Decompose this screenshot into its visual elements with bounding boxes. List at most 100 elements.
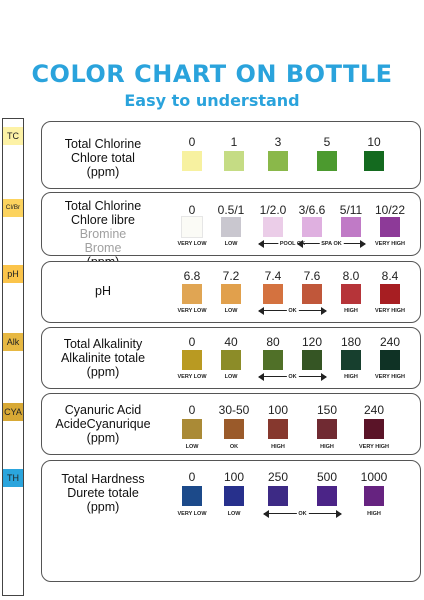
reading-value: 100 bbox=[267, 403, 289, 417]
color-swatch bbox=[364, 419, 384, 439]
range-tag: HIGH bbox=[344, 374, 358, 380]
color-swatch bbox=[263, 350, 283, 370]
arrow-left-icon bbox=[258, 307, 264, 315]
arrow-right-icon bbox=[336, 510, 342, 518]
range-tag: HIGH bbox=[367, 511, 381, 517]
color-swatch bbox=[181, 216, 203, 238]
range-arrow: OK bbox=[258, 373, 327, 381]
range-tag: VERY LOW bbox=[177, 511, 207, 517]
range-tag: LOW bbox=[224, 241, 238, 247]
color-swatch bbox=[224, 419, 244, 439]
reading-value: 3 bbox=[274, 135, 282, 149]
reading-value: 5/11 bbox=[339, 203, 363, 217]
color-swatch bbox=[182, 284, 202, 304]
color-swatch bbox=[380, 350, 400, 370]
strip-pad-alk: Alk bbox=[3, 333, 23, 351]
reading-value: 0 bbox=[188, 135, 196, 149]
row-label-line: Cyanuric Acid bbox=[64, 403, 142, 417]
reading-value: 8.0 bbox=[342, 269, 360, 283]
color-swatch bbox=[341, 350, 361, 370]
arrow-right-icon bbox=[360, 240, 366, 248]
color-swatch bbox=[302, 217, 322, 237]
color-swatch bbox=[364, 151, 384, 171]
reading-value: 120 bbox=[301, 335, 323, 349]
color-swatch bbox=[268, 151, 288, 171]
arrow-label: SPA OK bbox=[319, 240, 344, 248]
reading-value: 30-50 bbox=[218, 403, 250, 417]
reading-value: 1000 bbox=[360, 470, 388, 484]
reading-value: 1/2.0 bbox=[259, 203, 287, 217]
arrow-label: POOL OK bbox=[277, 240, 308, 248]
range-tag: LOW bbox=[224, 308, 238, 314]
color-swatch bbox=[302, 284, 322, 304]
color-swatch bbox=[221, 217, 241, 237]
strip-pad-cya: CYA bbox=[3, 403, 23, 421]
row-label-line: pH bbox=[95, 284, 111, 298]
color-swatch bbox=[182, 350, 202, 370]
row-label-line: Chlore total bbox=[71, 151, 135, 165]
color-swatch bbox=[182, 151, 202, 171]
color-swatch bbox=[263, 284, 283, 304]
row-label: Total Chlorine Chlore total (ppm) bbox=[42, 137, 164, 179]
color-swatch bbox=[364, 486, 384, 506]
color-swatch bbox=[182, 419, 202, 439]
reading-value: 180 bbox=[340, 335, 362, 349]
strip-pad-ph: pH bbox=[3, 265, 23, 283]
range-tag: VERY HIGH bbox=[359, 444, 389, 450]
chart-row-cya: Cyanuric Acid AcideCyanurique (ppm) 0 LOW 30-… bbox=[41, 393, 421, 455]
chart-row-ph: pH 6.8 VERY LOW 7.2 LOW 7.4 7.6 8.0 HIGH 8.4 VERY … bbox=[41, 261, 421, 323]
row-label-secondary: Brome bbox=[84, 241, 122, 255]
reading-value: 10/22 bbox=[374, 203, 406, 217]
reading-value: 7.6 bbox=[303, 269, 321, 283]
strip-pad-th: TH bbox=[3, 469, 23, 487]
strip-pad-tc: TC bbox=[3, 127, 23, 145]
range-arrow: OK bbox=[258, 307, 327, 315]
row-label: Cyanuric Acid AcideCyanurique (ppm) bbox=[42, 403, 164, 445]
row-label-secondary: Bromine bbox=[79, 227, 127, 241]
reading-value: 10 bbox=[367, 135, 381, 149]
range-tag: VERY HIGH bbox=[375, 374, 405, 380]
color-swatch bbox=[221, 284, 241, 304]
reading-value: 5 bbox=[323, 135, 331, 149]
row-label-line: Alkalinite totale bbox=[60, 351, 146, 365]
reading-value: 250 bbox=[267, 470, 289, 484]
row-label: Total Hardness Durete totale (ppm) bbox=[42, 472, 164, 514]
arrow-right-icon bbox=[321, 373, 327, 381]
color-swatch bbox=[263, 217, 283, 237]
color-swatch bbox=[221, 350, 241, 370]
color-swatch bbox=[182, 486, 202, 506]
range-tag: VERY LOW bbox=[177, 374, 207, 380]
arrow-left-icon bbox=[263, 510, 269, 518]
range-tag: LOW bbox=[224, 374, 238, 380]
color-swatch bbox=[302, 350, 322, 370]
reading-value: 240 bbox=[379, 335, 401, 349]
chart-row-alk: Total Alkalinity Alkalinite totale (ppm) 0 V… bbox=[41, 327, 421, 389]
range-tag: VERY LOW bbox=[177, 241, 207, 247]
row-label-line: AcideCyanurique bbox=[55, 417, 151, 431]
chart-subtitle: Easy to understand bbox=[124, 91, 300, 110]
reading-value: 0 bbox=[188, 470, 196, 484]
row-label-line: (ppm) bbox=[86, 431, 120, 445]
color-swatch bbox=[268, 486, 288, 506]
reading-value: 0.5/1 bbox=[217, 203, 245, 217]
color-swatch bbox=[268, 419, 288, 439]
arrow-left-icon bbox=[297, 240, 303, 248]
reading-value: 0 bbox=[188, 403, 196, 417]
reading-value: 0 bbox=[188, 335, 196, 349]
range-tag: VERY HIGH bbox=[375, 308, 405, 314]
range-tag: HIGH bbox=[271, 444, 285, 450]
row-label-line: Total Chlorine bbox=[64, 137, 142, 151]
reading-value: 80 bbox=[266, 335, 280, 349]
color-swatch bbox=[380, 284, 400, 304]
reading-value: 100 bbox=[223, 470, 245, 484]
range-tag: LOW bbox=[185, 444, 199, 450]
color-swatch bbox=[317, 419, 337, 439]
arrow-label: OK bbox=[286, 307, 299, 315]
arrow-left-icon bbox=[258, 240, 264, 248]
chart-title: COLOR CHART ON BOTTLE bbox=[31, 60, 393, 88]
color-swatch bbox=[341, 284, 361, 304]
reading-value: 40 bbox=[224, 335, 238, 349]
arrow-label: OK bbox=[286, 373, 299, 381]
color-swatch bbox=[317, 151, 337, 171]
